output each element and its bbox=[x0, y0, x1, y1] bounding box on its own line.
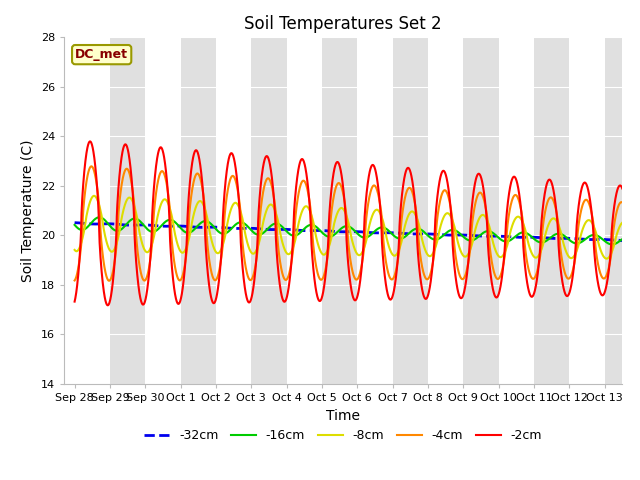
Bar bbox=[534, 37, 570, 384]
-16cm bbox=[608, 241, 616, 247]
-4cm bbox=[618, 200, 626, 205]
-2cm bbox=[166, 234, 174, 240]
-32cm bbox=[166, 223, 173, 229]
Bar bbox=[287, 37, 322, 384]
Bar bbox=[180, 37, 216, 384]
-2cm bbox=[86, 139, 94, 144]
-2cm bbox=[608, 226, 616, 231]
Line: -32cm: -32cm bbox=[75, 223, 622, 240]
Line: -4cm: -4cm bbox=[75, 167, 622, 281]
Bar bbox=[75, 37, 110, 384]
Bar bbox=[322, 37, 357, 384]
-32cm bbox=[71, 220, 79, 226]
Bar bbox=[463, 37, 499, 384]
Title: Soil Temperatures Set 2: Soil Temperatures Set 2 bbox=[244, 15, 442, 33]
Bar bbox=[252, 37, 287, 384]
X-axis label: Time: Time bbox=[326, 408, 360, 422]
Bar bbox=[570, 37, 605, 384]
-32cm bbox=[608, 237, 616, 243]
-16cm bbox=[608, 241, 616, 247]
-2cm bbox=[281, 299, 289, 304]
-8cm bbox=[618, 220, 626, 226]
-32cm bbox=[618, 238, 626, 243]
-4cm bbox=[105, 278, 113, 284]
-4cm bbox=[549, 197, 557, 203]
Bar bbox=[428, 37, 463, 384]
Bar bbox=[216, 37, 252, 384]
Bar bbox=[392, 37, 428, 384]
-2cm bbox=[305, 192, 312, 197]
Bar bbox=[605, 37, 640, 384]
-4cm bbox=[166, 207, 174, 213]
-8cm bbox=[133, 216, 141, 221]
-8cm bbox=[608, 249, 616, 254]
-8cm bbox=[281, 247, 289, 252]
-32cm bbox=[281, 227, 289, 232]
-8cm bbox=[549, 216, 557, 221]
-4cm bbox=[608, 246, 616, 252]
-2cm bbox=[134, 274, 141, 279]
-16cm bbox=[71, 222, 79, 228]
Line: -2cm: -2cm bbox=[75, 142, 622, 305]
-16cm bbox=[549, 233, 557, 239]
-16cm bbox=[95, 215, 103, 220]
-4cm bbox=[305, 193, 312, 199]
-16cm bbox=[618, 236, 626, 242]
-4cm bbox=[88, 164, 95, 169]
Line: -16cm: -16cm bbox=[75, 217, 622, 244]
Legend: -32cm, -16cm, -8cm, -4cm, -2cm: -32cm, -16cm, -8cm, -4cm, -2cm bbox=[139, 424, 547, 447]
Bar bbox=[499, 37, 534, 384]
-2cm bbox=[549, 185, 557, 191]
-4cm bbox=[134, 247, 141, 253]
-16cm bbox=[166, 217, 173, 223]
Y-axis label: Soil Temperature (C): Soil Temperature (C) bbox=[21, 139, 35, 282]
-32cm bbox=[548, 236, 556, 241]
-4cm bbox=[281, 277, 289, 283]
Bar bbox=[110, 37, 145, 384]
-2cm bbox=[104, 302, 111, 308]
Line: -8cm: -8cm bbox=[75, 196, 622, 259]
Bar bbox=[145, 37, 180, 384]
-32cm bbox=[133, 222, 141, 228]
-8cm bbox=[71, 247, 79, 253]
-2cm bbox=[71, 299, 79, 304]
-16cm bbox=[281, 227, 289, 232]
-2cm bbox=[618, 186, 626, 192]
-32cm bbox=[305, 228, 312, 234]
-16cm bbox=[305, 223, 312, 228]
-8cm bbox=[166, 205, 173, 211]
-16cm bbox=[133, 216, 141, 222]
Text: DC_met: DC_met bbox=[75, 48, 128, 61]
-8cm bbox=[90, 193, 98, 199]
-8cm bbox=[305, 205, 312, 211]
-4cm bbox=[71, 277, 79, 283]
-8cm bbox=[603, 256, 611, 262]
Bar bbox=[357, 37, 392, 384]
